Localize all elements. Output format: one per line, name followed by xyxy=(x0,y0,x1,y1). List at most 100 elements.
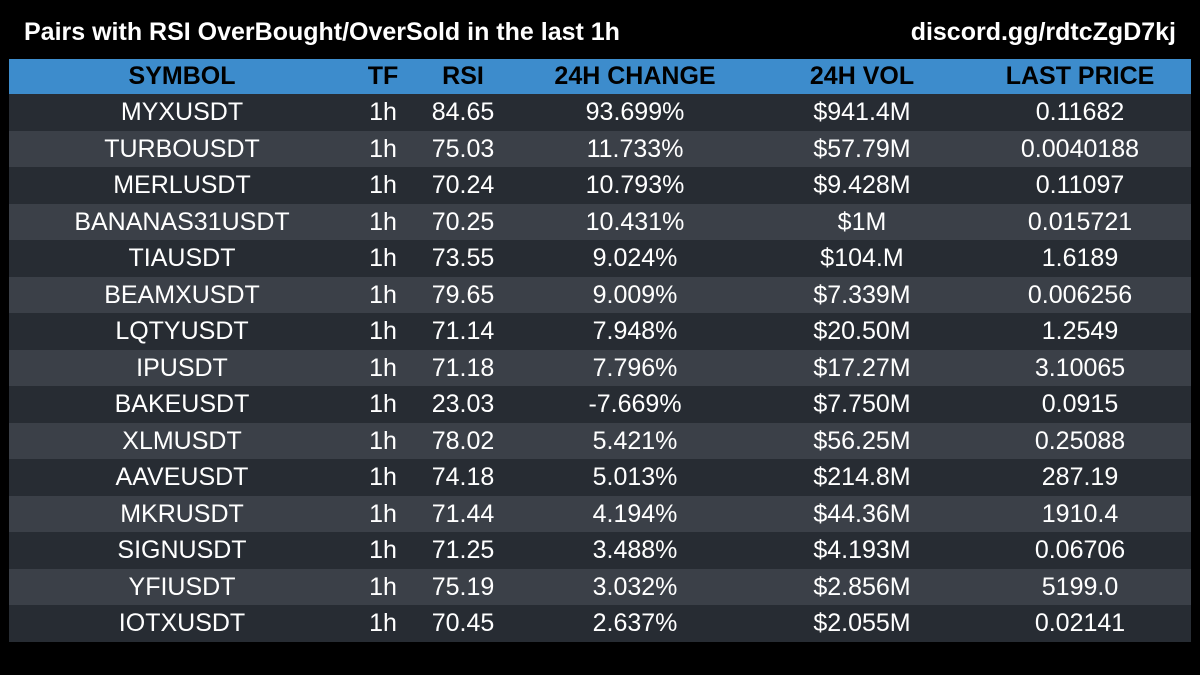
table-row: MYXUSDT 1h 84.65 93.699% $941.4M 0.11682 xyxy=(9,94,1191,131)
cell-symbol: BAKEUSDT xyxy=(114,390,250,419)
cell-rsi: 73.55 xyxy=(431,244,495,273)
cell-tf: 1h xyxy=(369,499,397,528)
table-row: TIAUSDT 1h 73.55 9.024% $104.M 1.6189 xyxy=(9,240,1191,277)
cell-symbol: SIGNUSDT xyxy=(117,536,247,565)
column-header-24h-vol: 24H VOL xyxy=(809,62,915,90)
cell-24h-change: 4.194% xyxy=(592,499,678,528)
cell-24h-vol: $20.50M xyxy=(813,317,911,346)
cell-24h-change: 9.024% xyxy=(592,244,678,273)
cell-symbol: AAVEUSDT xyxy=(115,463,249,492)
cell-last-price: 3.10065 xyxy=(1034,353,1126,382)
cell-last-price: 0.25088 xyxy=(1034,426,1126,455)
column-header-rsi: RSI xyxy=(442,62,484,90)
column-header-24h-change: 24H CHANGE xyxy=(554,62,716,90)
cell-rsi: 74.18 xyxy=(431,463,495,492)
cell-24h-change: 5.421% xyxy=(592,426,678,455)
table-row: IPUSDT 1h 71.18 7.796% $17.27M 3.10065 xyxy=(9,349,1191,386)
cell-last-price: 0.006256 xyxy=(1027,280,1133,309)
cell-last-price: 1.2549 xyxy=(1041,317,1119,346)
cell-tf: 1h xyxy=(369,609,397,638)
cell-24h-change: 10.793% xyxy=(585,171,685,200)
table-header-row: SYMBOL TF RSI 24H CHANGE 24H VOL LAST PR… xyxy=(9,59,1191,94)
cell-24h-vol: $1M xyxy=(837,207,887,236)
cell-24h-vol: $2.856M xyxy=(813,572,911,601)
cell-24h-change: 10.431% xyxy=(585,207,685,236)
cell-rsi: 70.24 xyxy=(431,171,495,200)
cell-last-price: 0.0915 xyxy=(1041,390,1119,419)
cell-tf: 1h xyxy=(369,317,397,346)
cell-rsi: 79.65 xyxy=(431,280,495,309)
cell-tf: 1h xyxy=(369,572,397,601)
cell-24h-change: 7.948% xyxy=(592,317,678,346)
cell-rsi: 71.44 xyxy=(431,499,495,528)
table-row: LQTYUSDT 1h 71.14 7.948% $20.50M 1.2549 xyxy=(9,313,1191,350)
cell-symbol: LQTYUSDT xyxy=(115,317,249,346)
cell-24h-vol: $2.055M xyxy=(813,609,911,638)
cell-24h-change: 3.488% xyxy=(592,536,678,565)
cell-rsi: 70.45 xyxy=(431,609,495,638)
table-row: SIGNUSDT 1h 71.25 3.488% $4.193M 0.06706 xyxy=(9,532,1191,569)
column-header-last-price: LAST PRICE xyxy=(1005,62,1155,90)
cell-24h-change: 11.733% xyxy=(586,134,684,163)
column-header-symbol: SYMBOL xyxy=(128,62,236,90)
cell-tf: 1h xyxy=(369,134,397,163)
cell-symbol: BEAMXUSDT xyxy=(104,280,260,309)
cell-tf: 1h xyxy=(369,244,397,273)
cell-24h-change: -7.669% xyxy=(588,390,682,419)
cell-last-price: 0.06706 xyxy=(1034,536,1126,565)
cell-symbol: IOTXUSDT xyxy=(118,609,246,638)
table-row: TURBOUSDT 1h 75.03 11.733% $57.79M 0.0040188 xyxy=(9,130,1191,167)
cell-last-price: 0.11097 xyxy=(1035,171,1125,200)
table-body: MYXUSDT 1h 84.65 93.699% $941.4M 0.11682 TURBO… xyxy=(9,94,1191,642)
cell-tf: 1h xyxy=(369,390,397,419)
cell-tf: 1h xyxy=(369,353,397,382)
cell-last-price: 5199.0 xyxy=(1041,572,1119,601)
cell-tf: 1h xyxy=(369,98,397,127)
table-row: YFIUSDT 1h 75.19 3.032% $2.856M 5199.0 xyxy=(9,568,1191,605)
cell-last-price: 0.02141 xyxy=(1034,609,1126,638)
cell-24h-vol: $214.8M xyxy=(813,463,911,492)
cell-24h-vol: $4.193M xyxy=(813,536,911,565)
cell-rsi: 84.65 xyxy=(431,98,495,127)
cell-24h-change: 5.013% xyxy=(592,463,678,492)
cell-rsi: 78.02 xyxy=(431,426,495,455)
cell-symbol: MERLUSDT xyxy=(113,171,251,200)
cell-tf: 1h xyxy=(369,536,397,565)
cell-24h-change: 9.009% xyxy=(592,280,678,309)
table-row: MKRUSDT 1h 71.44 4.194% $44.36M 1910.4 xyxy=(9,495,1191,532)
cell-24h-change: 3.032% xyxy=(592,572,678,601)
table-row: AAVEUSDT 1h 74.18 5.013% $214.8M 287.19 xyxy=(9,459,1191,496)
rsi-table: SYMBOL TF RSI 24H CHANGE 24H VOL LAST PR… xyxy=(9,59,1191,642)
column-header-tf: TF xyxy=(367,62,399,90)
cell-tf: 1h xyxy=(369,463,397,492)
table-row: MERLUSDT 1h 70.24 10.793% $9.428M 0.11097 xyxy=(9,167,1191,204)
discord-link[interactable]: discord.gg/rdtcZgD7kj xyxy=(910,18,1176,46)
cell-24h-vol: $7.339M xyxy=(813,280,911,309)
table-row: XLMUSDT 1h 78.02 5.421% $56.25M 0.25088 xyxy=(9,422,1191,459)
cell-rsi: 23.03 xyxy=(431,390,495,419)
table-row: BEAMXUSDT 1h 79.65 9.009% $7.339M 0.006256 xyxy=(9,276,1191,313)
cell-24h-vol: $104.M xyxy=(820,244,904,273)
cell-last-price: 0.11682 xyxy=(1035,98,1125,127)
page-header: Pairs with RSI OverBought/OverSold in th… xyxy=(0,0,1200,60)
cell-rsi: 75.19 xyxy=(431,572,495,601)
cell-last-price: 287.19 xyxy=(1041,463,1119,492)
cell-symbol: YFIUSDT xyxy=(128,572,236,601)
cell-symbol: MKRUSDT xyxy=(120,499,244,528)
cell-last-price: 1.6189 xyxy=(1041,244,1119,273)
cell-rsi: 70.25 xyxy=(431,207,495,236)
cell-24h-vol: $7.750M xyxy=(813,390,911,419)
cell-rsi: 75.03 xyxy=(431,134,495,163)
cell-last-price: 0.015721 xyxy=(1027,207,1133,236)
cell-symbol: BANANAS31USDT xyxy=(74,207,290,236)
cell-symbol: TIAUSDT xyxy=(128,244,236,273)
cell-rsi: 71.14 xyxy=(431,317,495,346)
cell-24h-vol: $57.79M xyxy=(813,134,911,163)
page-title: Pairs with RSI OverBought/OverSold in th… xyxy=(24,18,620,46)
table-row: BAKEUSDT 1h 23.03 -7.669% $7.750M 0.0915 xyxy=(9,386,1191,423)
cell-last-price: 0.0040188 xyxy=(1020,134,1140,163)
cell-rsi: 71.25 xyxy=(431,536,495,565)
cell-tf: 1h xyxy=(369,171,397,200)
cell-tf: 1h xyxy=(369,426,397,455)
cell-symbol: XLMUSDT xyxy=(122,426,242,455)
